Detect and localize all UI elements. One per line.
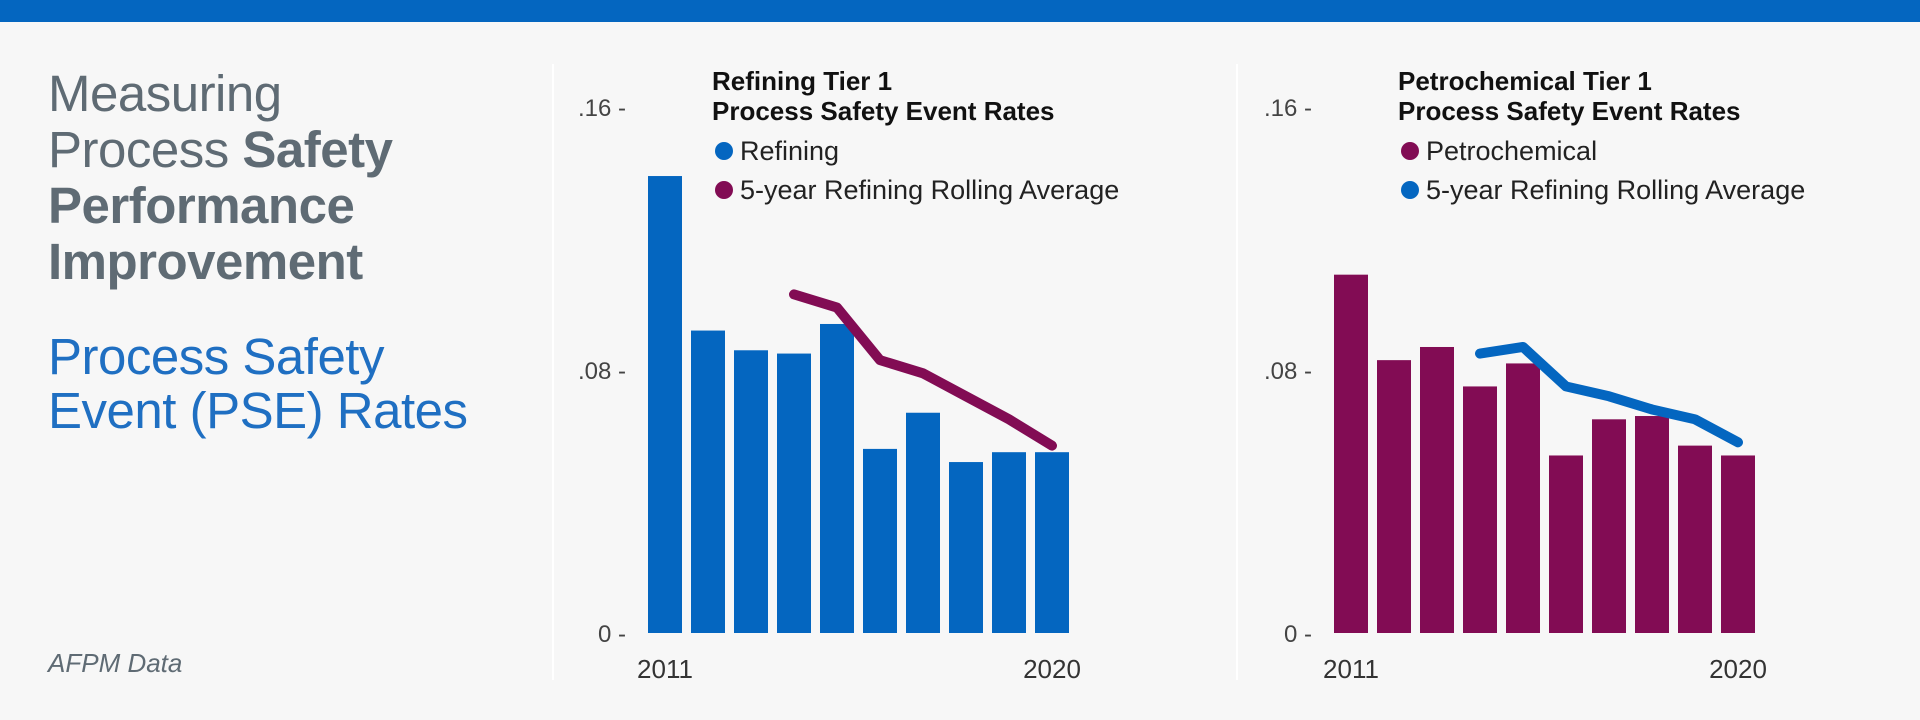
bar-2013 [734,350,768,633]
bar-2019 [1678,445,1712,633]
top-accent-bar [0,0,1920,22]
legend-label-0: Refining [740,136,839,166]
bar-2017 [1592,419,1626,633]
legend-label-1: 5-year Refining Rolling Average [1426,175,1805,205]
bar-2014 [1463,386,1497,633]
x-tick-label-first: 2011 [1323,654,1379,684]
bar-2015 [820,323,854,633]
x-tick-label-last: 2020 [1023,654,1081,684]
bar-2015 [1506,363,1540,633]
chart-title-line-1: Petrochemical Tier 1 [1398,66,1652,96]
chart-title-line-2: Process Safety Event Rates [1398,96,1741,126]
bar-2018 [1635,416,1669,633]
page-subtitle: Process Safety Event (PSE) Rates [48,328,468,439]
bar-2014 [777,353,811,633]
panel-divider-2 [1236,64,1238,680]
y-tick-label: 0 - [598,621,626,648]
title-part-3: Safety [242,121,393,178]
page-title: Measuring Process Safety Performance Imp… [48,66,518,290]
title-part-4: Performance [48,177,355,234]
bar-2018 [949,462,983,633]
legend-swatch-1 [1401,181,1419,199]
legend-swatch-1 [715,181,733,199]
bar-2013 [1420,346,1454,633]
legend-label-1: 5-year Refining Rolling Average [740,175,1119,205]
y-tick-label: .08 - [1264,358,1312,385]
title-part-1: Measuring [48,65,282,122]
legend-label-0: Petrochemical [1426,136,1597,166]
y-tick-label: 0 - [1284,621,1312,648]
bar-2016 [1549,455,1583,633]
x-tick-label-last: 2020 [1709,654,1767,684]
legend-swatch-0 [1401,142,1419,160]
source-note: AFPM Data [48,648,183,678]
title-part-5: Improvement [48,233,363,290]
bar-2011 [648,176,682,633]
bar-2016 [863,448,897,633]
y-tick-label: .16 - [578,95,626,122]
bar-2019 [992,452,1026,633]
bar-2020 [1035,452,1069,633]
y-tick-label: .08 - [578,358,626,385]
bar-2011 [1334,274,1368,633]
bar-2020 [1721,455,1755,633]
panel-divider-1 [552,64,554,680]
legend-swatch-0 [715,142,733,160]
left-panel: Measuring Process Safety Performance Imp… [48,66,518,438]
bar-2012 [1377,360,1411,633]
x-tick-label-first: 2011 [637,654,693,684]
y-tick-label: .16 - [1264,95,1312,122]
chart-title-line-2: Process Safety Event Rates [712,96,1055,126]
bar-2012 [691,330,725,633]
bar-2017 [906,412,940,633]
chart-title-line-1: Refining Tier 1 [712,66,892,96]
title-part-2: Process [48,121,229,178]
